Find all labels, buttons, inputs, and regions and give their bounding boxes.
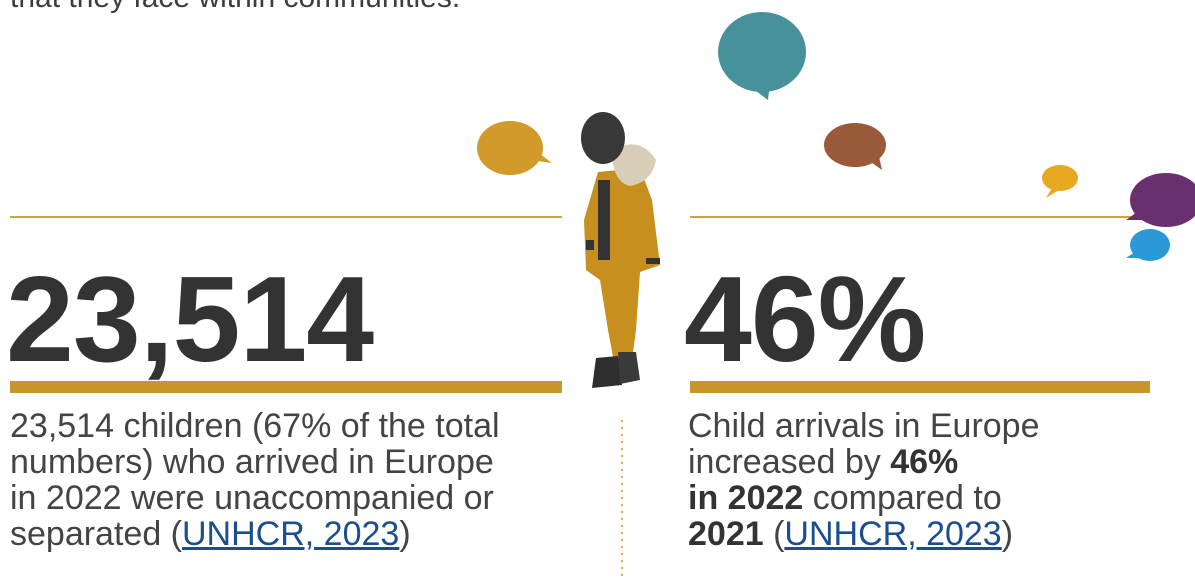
text: separated (: [10, 515, 182, 553]
text: 23,514 children (67% of the total: [10, 407, 500, 445]
bar: [10, 381, 562, 393]
text: compared to: [803, 479, 1002, 517]
bold-text: in 2022: [688, 479, 804, 517]
speech-bubble: [477, 121, 552, 175]
description-line: in 2022 were unaccompanied or: [10, 480, 494, 516]
speech-bubble: [824, 123, 886, 170]
stat-figure: 23,514: [6, 251, 374, 387]
description-line: increased by 46%: [688, 444, 958, 480]
text: ): [399, 515, 411, 553]
bold-text: 2021: [688, 515, 764, 553]
description-line: separated (UNHCR, 2023): [10, 516, 411, 552]
source-link[interactable]: UNHCR, 2023: [784, 515, 1002, 553]
text: Child arrivals in Europe: [688, 407, 1040, 445]
description-line: 2021 (UNHCR, 2023): [688, 516, 1013, 552]
text: (: [763, 515, 785, 553]
text: numbers) who arrived in Europe: [10, 443, 494, 481]
child-figure: [581, 112, 660, 388]
text: ): [1001, 515, 1014, 553]
source-link[interactable]: UNHCR, 2023: [182, 515, 400, 553]
bold-text: 46%: [890, 443, 959, 481]
bar: [690, 381, 1150, 393]
speech-bubble: [1126, 173, 1195, 227]
speech-bubble: [1126, 229, 1170, 261]
text: increased by: [688, 443, 891, 481]
intro-text: that they face within communities.: [10, 0, 460, 15]
description-line: 23,514 children (67% of the total: [10, 408, 500, 444]
text: in 2022 were unaccompanied or: [10, 479, 494, 517]
speech-bubble: [1042, 165, 1078, 198]
description-line: numbers) who arrived in Europe: [10, 444, 494, 480]
description-line: in 2022 compared to: [688, 480, 1002, 516]
description-line: Child arrivals in Europe: [688, 408, 1040, 444]
speech-bubble: [718, 12, 806, 100]
stat-figure: 46%: [684, 251, 926, 387]
